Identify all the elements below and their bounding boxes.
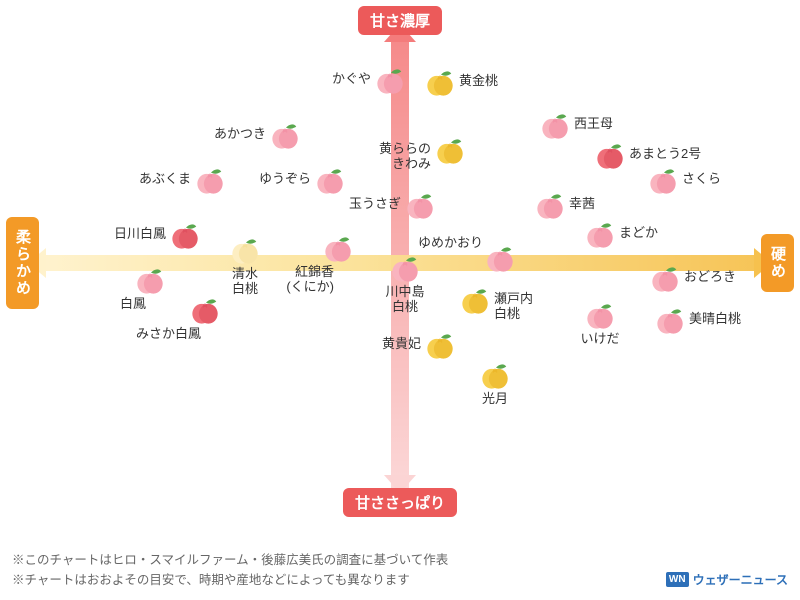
peach-oukihi xyxy=(425,330,455,360)
peach-label-odoroki: おどろき xyxy=(684,270,736,285)
peach-miharuhakutou xyxy=(655,305,685,335)
peach-label-yuuzora: ゆうぞら xyxy=(259,172,311,187)
peach-label-hikawahakuhou: 日川白鳳 xyxy=(114,227,166,242)
peach-setouchi xyxy=(460,285,490,315)
peach-seioubo xyxy=(540,110,570,140)
horizontal-axis xyxy=(38,255,762,271)
peach-label-kaguya: かぐや xyxy=(332,72,371,87)
peach-sakura xyxy=(648,165,678,195)
brand-badge: WN xyxy=(666,572,689,587)
peach-label-shimizuhakutou: 清水白桃 xyxy=(232,267,258,297)
peach-akatsuki xyxy=(270,120,300,150)
peach-label-amatou2: あまとう2号 xyxy=(629,147,701,162)
peach-kougetsu xyxy=(480,360,510,390)
axis-label-bottom: 甘ささっぱり xyxy=(343,488,457,517)
peach-label-kirarano: 黄ららのきわみ xyxy=(379,142,431,172)
peach-label-misakahakuhou: みさか白鳳 xyxy=(136,327,201,342)
peach-label-yumekaori: ゆめかおり xyxy=(418,236,483,251)
peach-tamausagi xyxy=(405,190,435,220)
peach-ikeda xyxy=(585,300,615,330)
peach-amatou2 xyxy=(595,140,625,170)
brand-text: ウェザーニュース xyxy=(693,571,788,588)
footnote-2: ※チャートはおおよその目安で、時期や産地などによっても異なります xyxy=(12,570,448,590)
peach-label-madoka: まどか xyxy=(619,226,658,241)
peach-abukuma xyxy=(195,165,225,195)
axis-label-left: 柔らかめ xyxy=(6,217,39,309)
peach-label-miharuhakutou: 美晴白桃 xyxy=(689,312,741,327)
footnotes: ※このチャートはヒロ・スマイルファーム・後藤広美氏の調査に基づいて作表 ※チャー… xyxy=(12,550,448,590)
axis-label-top: 甘さ濃厚 xyxy=(358,6,442,35)
peach-label-tamausagi: 玉うさぎ xyxy=(349,197,401,212)
peach-label-akatsuki: あかつき xyxy=(214,127,266,142)
peach-quadrant-chart: 甘さ濃厚 甘ささっぱり 柔らかめ 硬め かぐや 黄金桃 あかつき 黄ららのきわみ… xyxy=(0,0,800,525)
peach-hikawahakuhou xyxy=(170,220,200,250)
peach-misakahakuhou xyxy=(190,295,220,325)
footnote-1: ※このチャートはヒロ・スマイルファーム・後藤広美氏の調査に基づいて作表 xyxy=(12,550,448,570)
peach-label-sachiakane: 幸茜 xyxy=(569,197,595,212)
peach-ougontou xyxy=(425,67,455,97)
peach-label-seioubo: 西王母 xyxy=(574,117,613,132)
peach-label-ougontou: 黄金桃 xyxy=(459,74,498,89)
peach-sachiakane xyxy=(535,190,565,220)
peach-label-ikeda: いけだ xyxy=(580,332,619,347)
peach-yuuzora xyxy=(315,165,345,195)
axis-label-right: 硬め xyxy=(761,234,794,292)
peach-label-kougetsu: 光月 xyxy=(482,392,508,407)
peach-label-oukihi: 黄貴妃 xyxy=(382,337,421,352)
peach-label-hakuhou: 白鳳 xyxy=(120,297,146,312)
peach-label-benikinkou: 紅錦香(くにか) xyxy=(286,265,334,295)
peach-label-kawanakajima: 川中島白桃 xyxy=(385,285,424,315)
brand-mark: WN ウェザーニュース xyxy=(666,571,788,588)
peach-label-abukuma: あぶくま xyxy=(139,172,191,187)
peach-label-setouchi: 瀬戸内白桃 xyxy=(494,292,533,322)
peach-label-sakura: さくら xyxy=(682,172,721,187)
peach-madoka xyxy=(585,219,615,249)
peach-kirarano xyxy=(435,135,465,165)
